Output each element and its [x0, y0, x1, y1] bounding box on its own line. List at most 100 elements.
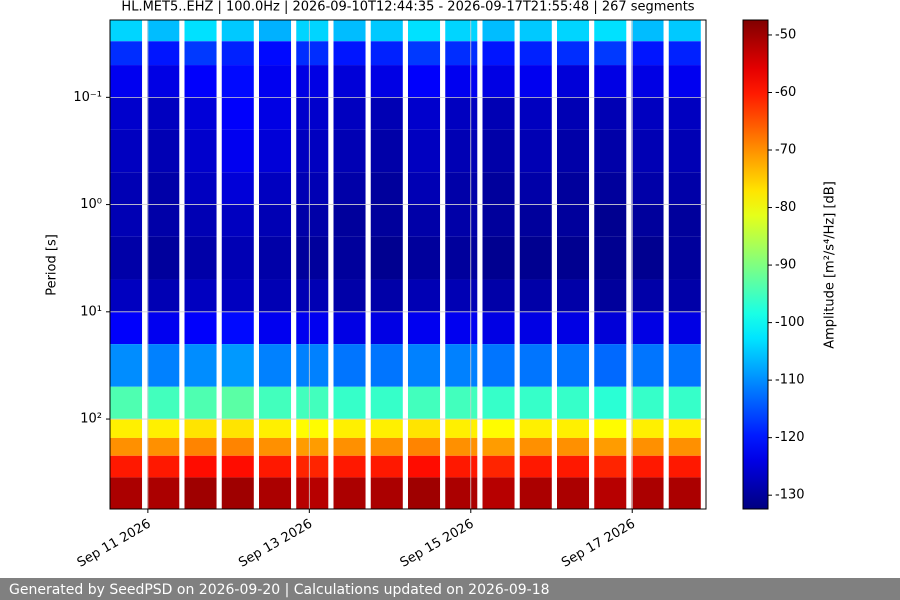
heatmap-cell — [408, 129, 441, 173]
heatmap-cell — [333, 172, 366, 205]
heatmap-cell — [668, 20, 701, 42]
heatmap-cell — [333, 129, 366, 173]
heatmap-cell — [631, 419, 664, 438]
heatmap-cell — [668, 386, 701, 420]
heatmap-cell — [184, 172, 217, 205]
heatmap-cell — [482, 97, 515, 130]
heatmap-cell — [482, 129, 515, 173]
heatmap-cell — [333, 437, 366, 456]
heatmap-cell — [668, 204, 701, 237]
heatmap-cell — [668, 477, 701, 509]
heatmap-cell — [482, 455, 515, 478]
heatmap-cell — [259, 236, 292, 280]
heatmap-cell — [184, 41, 217, 66]
heatmap-cell — [594, 65, 627, 98]
heatmap-cell — [259, 41, 292, 66]
heatmap-cell — [221, 386, 254, 420]
heatmap-cell — [519, 477, 552, 509]
heatmap-cell — [110, 65, 143, 98]
heatmap-cell — [557, 236, 590, 280]
heatmap-cell — [408, 41, 441, 66]
heatmap-cell — [557, 455, 590, 478]
heatmap-cell — [668, 437, 701, 456]
y-axis-label: Period [s] — [45, 234, 60, 296]
heatmap-cell — [147, 129, 180, 173]
heatmap-cell — [296, 344, 329, 387]
heatmap-cell — [482, 236, 515, 280]
heatmap-cell — [147, 97, 180, 130]
heatmap-cell — [557, 65, 590, 98]
colorbar-tick-label: -50 — [775, 27, 796, 42]
y-tick-label: 10⁻¹ — [73, 90, 102, 105]
heatmap-cell — [221, 172, 254, 205]
heatmap-cell — [408, 386, 441, 420]
heatmap-cell — [147, 311, 180, 345]
heatmap-cell — [557, 386, 590, 420]
heatmap-cell — [370, 20, 403, 42]
heatmap-cell — [259, 455, 292, 478]
heatmap-cell — [594, 344, 627, 387]
heatmap-cell — [482, 65, 515, 98]
heatmap-cell — [110, 386, 143, 420]
heatmap-cell — [594, 386, 627, 420]
heatmap-cell — [184, 386, 217, 420]
heatmap-cell — [370, 41, 403, 66]
heatmap-cell — [557, 97, 590, 130]
heatmap-cell — [147, 477, 180, 509]
heatmap-cell — [519, 41, 552, 66]
heatmap-cell — [296, 65, 329, 98]
colorbar-tick-label: -70 — [775, 143, 796, 158]
heatmap-cell — [668, 172, 701, 205]
heatmap-cell — [370, 65, 403, 98]
heatmap-cell — [221, 129, 254, 173]
heatmap-cell — [519, 386, 552, 420]
heatmap-cell — [110, 279, 143, 312]
heatmap-cell — [408, 477, 441, 509]
heatmap-cell — [259, 65, 292, 98]
heatmap-cell — [147, 172, 180, 205]
heatmap-cell — [445, 236, 478, 280]
heatmap-cell — [259, 311, 292, 345]
heatmap-cell — [333, 386, 366, 420]
heatmap-cell — [221, 97, 254, 130]
heatmap-cell — [668, 129, 701, 173]
heatmap-cell — [519, 437, 552, 456]
heatmap-cell — [221, 311, 254, 345]
heatmap-cell — [668, 236, 701, 280]
heatmap-cell — [445, 311, 478, 345]
heatmap-cell — [445, 41, 478, 66]
heatmap-cell — [184, 279, 217, 312]
heatmap-cell — [184, 477, 217, 509]
heatmap-cell — [557, 419, 590, 438]
heatmap-cell — [147, 279, 180, 312]
heatmap-cell — [445, 419, 478, 438]
heatmap-cell — [333, 65, 366, 98]
heatmap-cell — [370, 129, 403, 173]
heatmap-cell — [370, 455, 403, 478]
heatmap-cell — [333, 279, 366, 312]
heatmap-cell — [221, 65, 254, 98]
heatmap-cell — [631, 204, 664, 237]
heatmap-cell — [110, 477, 143, 509]
heatmap-cell — [184, 97, 217, 130]
heatmap-cell — [631, 236, 664, 280]
heatmap-cell — [631, 41, 664, 66]
heatmap-cell — [631, 477, 664, 509]
heatmap-cell — [445, 344, 478, 387]
heatmap-cell — [147, 20, 180, 42]
heatmap-cell — [147, 437, 180, 456]
heatmap-cell — [296, 419, 329, 438]
heatmap-cell — [221, 437, 254, 456]
heatmap-cell — [445, 437, 478, 456]
heatmap-cell — [296, 437, 329, 456]
heatmap-cell — [519, 172, 552, 205]
heatmap-cell — [110, 172, 143, 205]
heatmap-cell — [631, 455, 664, 478]
heatmap-cell — [147, 386, 180, 420]
heatmap-cell — [668, 311, 701, 345]
heatmap-cell — [557, 172, 590, 205]
heatmap-cell — [296, 455, 329, 478]
heatmap-cell — [557, 20, 590, 42]
heatmap-cell — [445, 20, 478, 42]
